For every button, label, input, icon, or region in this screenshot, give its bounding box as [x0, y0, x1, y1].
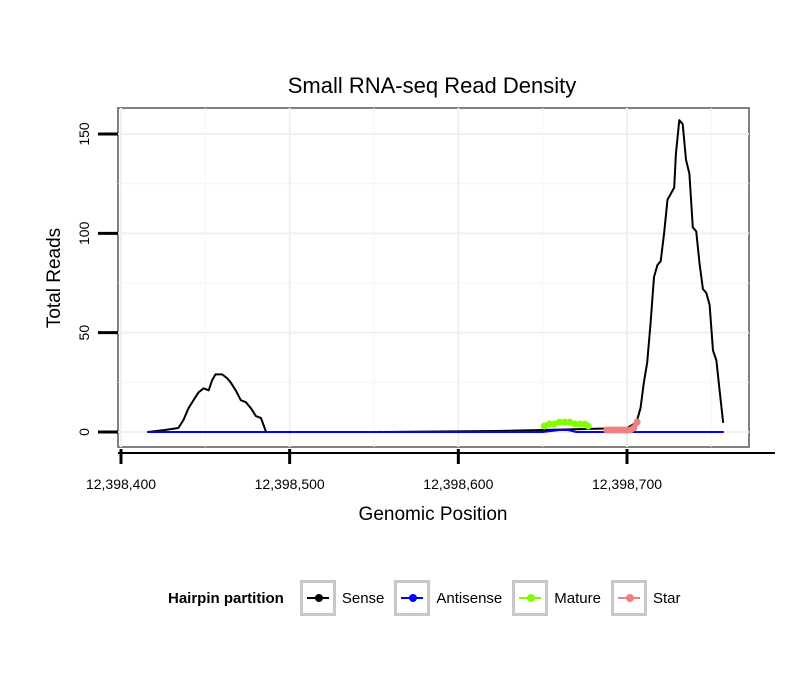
x-axis-label: Genomic Position — [359, 504, 508, 525]
legend-item-mature: Mature — [512, 580, 601, 616]
data-point-mature — [576, 420, 584, 428]
y-tick-label: 0 — [76, 428, 92, 436]
data-point-mature — [556, 418, 564, 426]
legend-dot-antisense — [409, 594, 418, 602]
legend: Hairpin partition Sense Antisense Mature… — [168, 578, 690, 618]
data-point-star — [633, 418, 641, 426]
y-axis-label: Total Reads — [44, 228, 65, 328]
legend-label-sense: Sense — [341, 589, 385, 607]
legend-item-sense: Sense — [299, 580, 385, 616]
legend-item-antisense: Antisense — [394, 580, 502, 616]
data-point-star — [630, 424, 638, 432]
grid-lines — [118, 108, 749, 447]
data-point-mature — [584, 422, 592, 430]
legend-key-star — [610, 580, 647, 616]
legend-dot-mature — [527, 594, 536, 602]
x-tick-label: 12,398,500 — [255, 476, 325, 492]
legend-key-antisense — [394, 580, 431, 616]
series-line-antisense — [147, 429, 725, 433]
data-point-mature — [571, 420, 579, 428]
x-axis: 12,398,400 12,398,500 12,398,600 12,398,700 — [86, 449, 775, 492]
legend-key-mature — [512, 580, 549, 616]
data-point-mature — [561, 418, 569, 426]
legend-dot-star — [625, 594, 634, 602]
data-point-mature — [545, 420, 553, 428]
legend-key-sense — [299, 580, 336, 616]
legend-item-star: Star — [610, 580, 681, 616]
y-tick-label: 150 — [76, 122, 92, 146]
x-tick-label: 12,398,400 — [86, 476, 156, 492]
chart-title: Small RNA-seq Read Density — [288, 73, 577, 98]
legend-dot-sense — [314, 594, 323, 602]
plot-panel — [117, 107, 750, 448]
legend-label-antisense: Antisense — [436, 589, 503, 607]
legend-title: Hairpin partition — [168, 589, 284, 607]
y-axis: 0 50 100 150 — [76, 122, 118, 436]
x-tick-label: 12,398,600 — [423, 476, 493, 492]
x-tick-label: 12,398,700 — [592, 476, 662, 492]
y-tick-label: 50 — [76, 325, 92, 341]
series-layer — [147, 119, 725, 434]
legend-label-star: Star — [652, 589, 681, 607]
y-tick-label: 100 — [76, 221, 92, 245]
legend-label-mature: Mature — [554, 589, 601, 607]
